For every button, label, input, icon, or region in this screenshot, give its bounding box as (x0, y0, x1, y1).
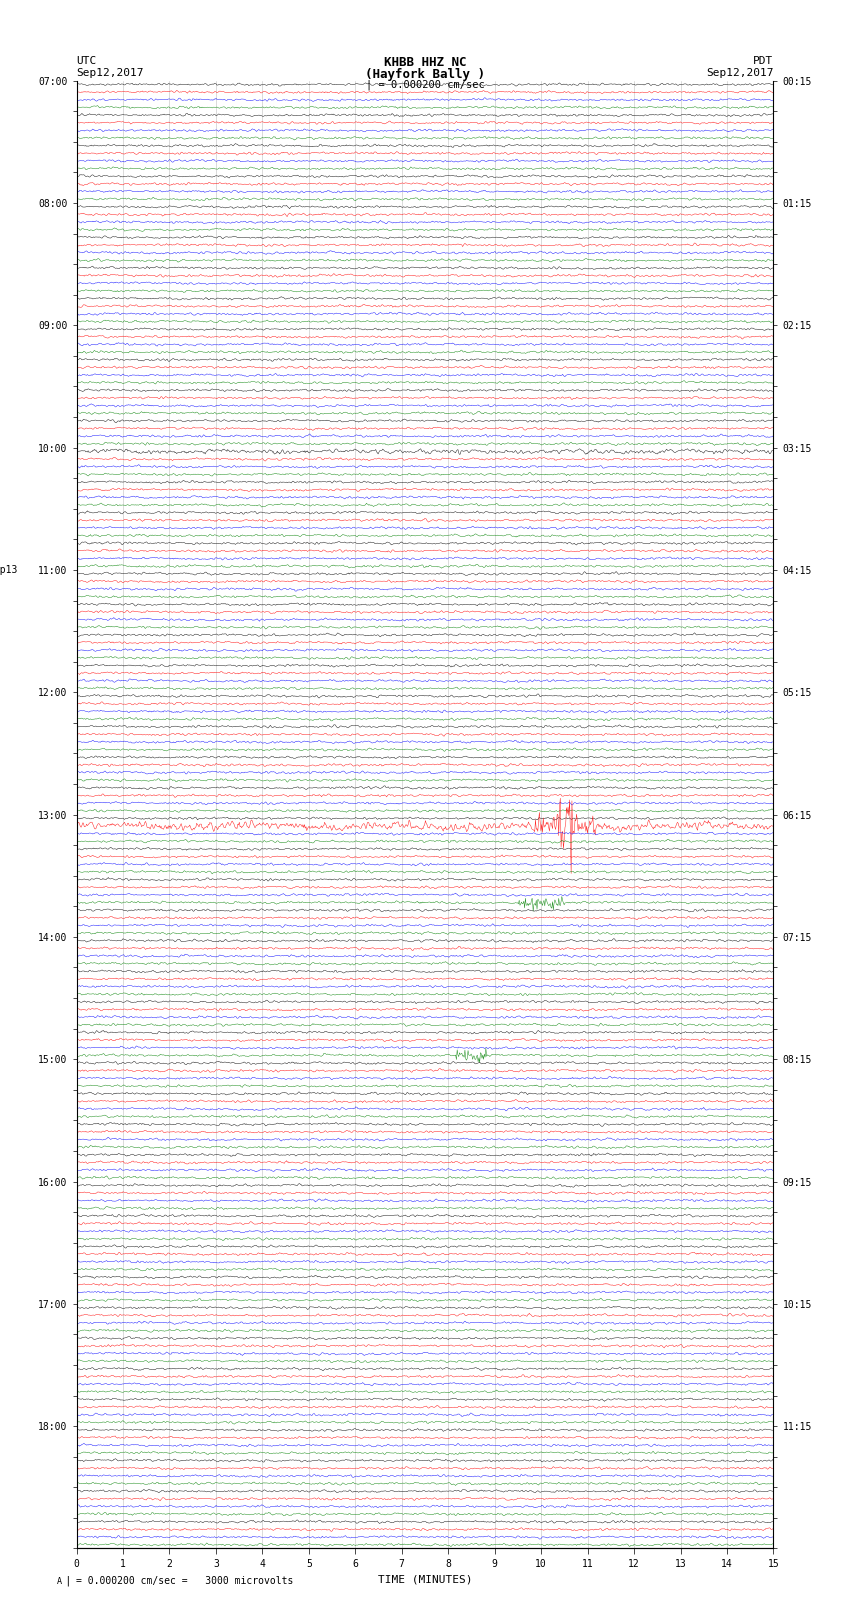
X-axis label: TIME (MINUTES): TIME (MINUTES) (377, 1574, 473, 1584)
Text: UTC: UTC (76, 56, 97, 66)
Text: PDT: PDT (753, 56, 774, 66)
Text: KHBB HHZ NC: KHBB HHZ NC (383, 56, 467, 69)
Text: |: | (64, 1574, 71, 1586)
Text: Sep12,2017: Sep12,2017 (76, 68, 144, 77)
Text: (Hayfork Bally ): (Hayfork Bally ) (365, 68, 485, 81)
Text: A: A (57, 1576, 62, 1586)
Text: = 0.000200 cm/sec =   3000 microvolts: = 0.000200 cm/sec = 3000 microvolts (76, 1576, 294, 1586)
Text: Sep13: Sep13 (0, 565, 17, 574)
Text: Sep12,2017: Sep12,2017 (706, 68, 774, 77)
Text: | = 0.000200 cm/sec: | = 0.000200 cm/sec (366, 79, 484, 90)
